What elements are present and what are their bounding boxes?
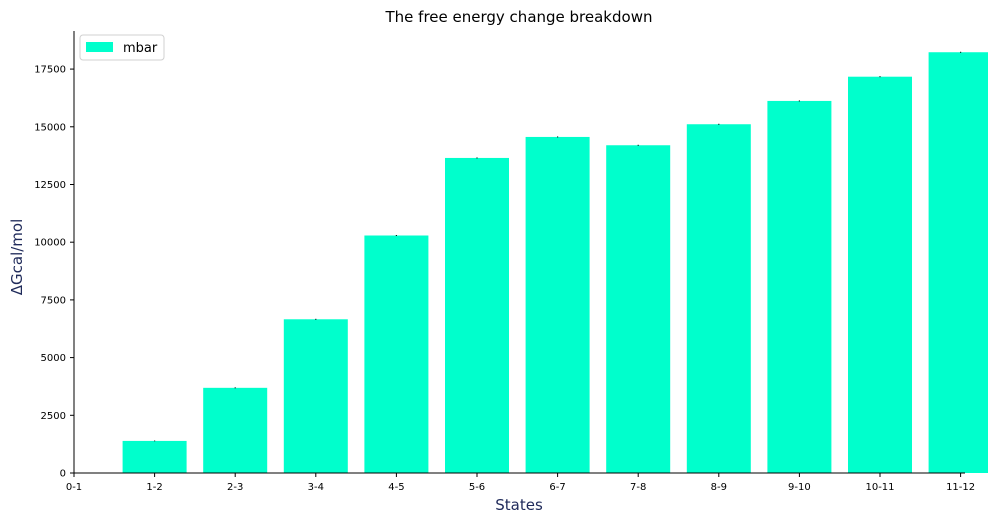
x-tick-label: 11-12 <box>946 482 975 493</box>
bar-4-5 <box>364 235 429 473</box>
y-tick-label: 5000 <box>41 353 66 364</box>
bar-6-7 <box>525 136 590 473</box>
y-tick-label: 10000 <box>34 238 66 249</box>
bar-2-3 <box>203 387 268 473</box>
bars-layer <box>122 52 988 474</box>
y-tick-label: 0 <box>60 469 66 480</box>
x-tick-label: 8-9 <box>711 482 727 493</box>
y-axis-label: ΔGcal/mol <box>8 219 26 296</box>
x-tick-label: 5-6 <box>469 482 485 493</box>
x-tick-label: 4-5 <box>388 482 404 493</box>
legend: mbar <box>79 34 165 61</box>
y-ticks: 0 2500 5000 7500 10000 12500 15000 17500 <box>34 65 74 480</box>
y-tick-label: 12500 <box>34 180 66 191</box>
bar-5-6 <box>445 157 509 473</box>
bar-7-8 <box>606 145 671 473</box>
chart-title: The free energy change breakdown <box>385 8 653 26</box>
bar-1-2 <box>122 440 187 473</box>
bar-10-11 <box>848 76 912 474</box>
legend-swatch <box>86 42 113 52</box>
legend-label: mbar <box>123 41 158 56</box>
bar-9-10 <box>767 100 832 474</box>
x-tick-label: 9-10 <box>788 482 811 493</box>
x-tick-label: 6-7 <box>549 482 565 493</box>
x-tick-label: 7-8 <box>630 482 646 493</box>
x-ticks: 0-1 1-2 2-3 3-4 4-5 5-6 6-7 7-8 8-9 9-10 10-11 11-1… <box>66 473 975 493</box>
x-tick-label: 0-1 <box>66 482 82 493</box>
x-tick-label: 10-11 <box>865 482 894 493</box>
y-tick-label: 2500 <box>41 411 66 422</box>
bar-8-9 <box>686 124 751 473</box>
x-tick-label: 1-2 <box>146 482 162 493</box>
bar-3-4 <box>283 319 348 473</box>
legend-frame <box>79 34 165 61</box>
x-tick-label: 2-3 <box>227 482 243 493</box>
bar-11-12 <box>928 52 988 473</box>
x-tick-label: 3-4 <box>308 482 324 493</box>
y-tick-label: 15000 <box>34 122 66 133</box>
y-tick-label: 7500 <box>41 295 66 306</box>
y-tick-label: 17500 <box>34 65 66 76</box>
error-bars-layer <box>73 51 962 474</box>
x-axis-label: States <box>495 496 543 514</box>
